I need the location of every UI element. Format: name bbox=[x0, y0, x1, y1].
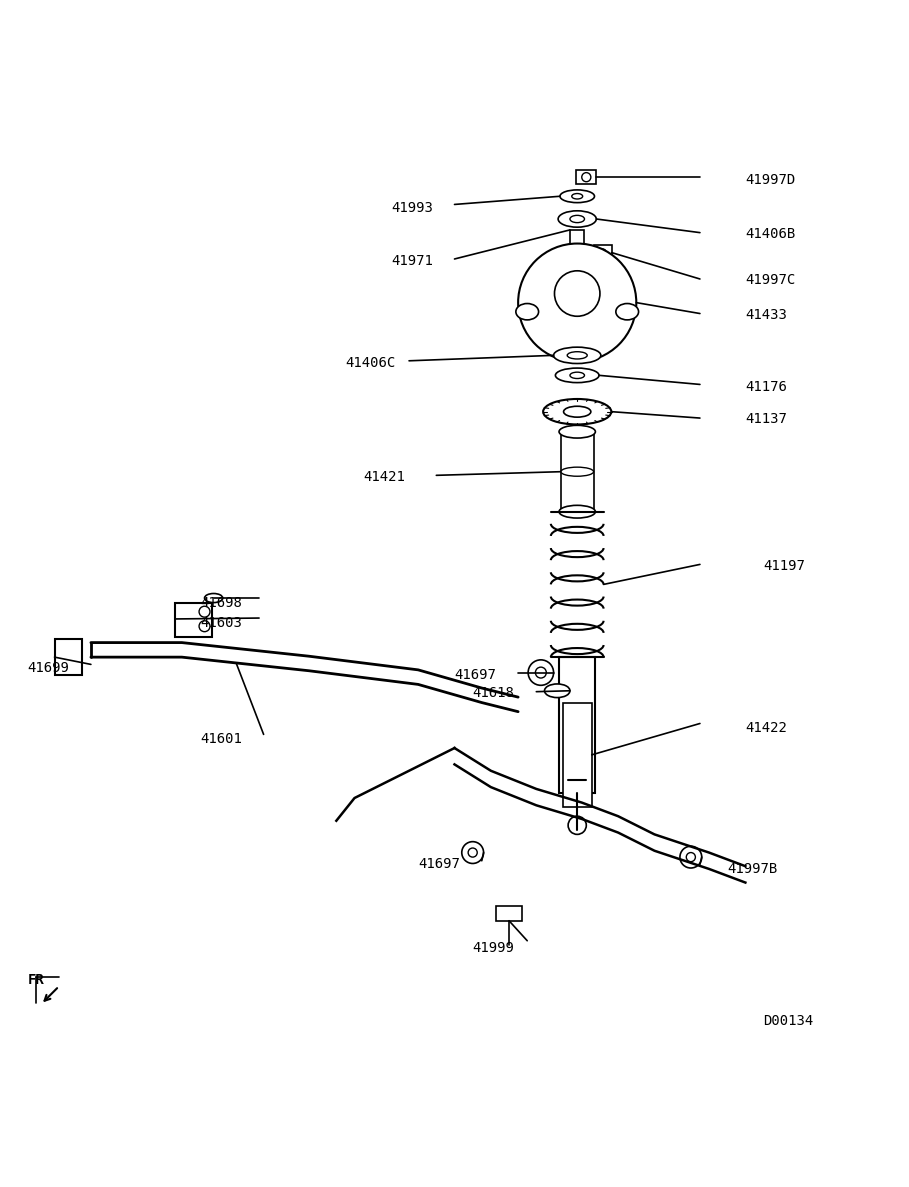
Ellipse shape bbox=[616, 304, 638, 319]
Bar bbox=[563, 703, 592, 807]
Ellipse shape bbox=[544, 399, 611, 425]
Ellipse shape bbox=[570, 373, 584, 379]
Text: 41197: 41197 bbox=[764, 559, 805, 573]
Ellipse shape bbox=[564, 406, 591, 417]
Bar bbox=[561, 432, 594, 512]
Circle shape bbox=[528, 660, 554, 685]
Text: 41698: 41698 bbox=[200, 596, 242, 610]
Circle shape bbox=[199, 621, 210, 631]
Ellipse shape bbox=[560, 190, 594, 203]
FancyBboxPatch shape bbox=[576, 170, 596, 184]
Bar bbox=[175, 603, 212, 637]
Bar bbox=[55, 639, 82, 675]
Text: 41699: 41699 bbox=[27, 661, 69, 675]
Text: 41999: 41999 bbox=[473, 941, 514, 956]
Text: 41618: 41618 bbox=[473, 686, 514, 700]
Ellipse shape bbox=[559, 506, 595, 518]
Bar bbox=[559, 658, 595, 793]
Text: 41997B: 41997B bbox=[727, 862, 777, 876]
Circle shape bbox=[199, 607, 210, 617]
Text: FR: FR bbox=[27, 973, 44, 986]
Text: 41406C: 41406C bbox=[345, 356, 395, 369]
Circle shape bbox=[680, 846, 702, 868]
Ellipse shape bbox=[561, 468, 594, 476]
Text: 41697: 41697 bbox=[418, 857, 460, 871]
Text: 41603: 41603 bbox=[200, 616, 242, 629]
Ellipse shape bbox=[205, 594, 223, 603]
Text: 41697: 41697 bbox=[454, 668, 496, 683]
Text: 41993: 41993 bbox=[391, 201, 433, 215]
Circle shape bbox=[468, 848, 477, 857]
Text: 41997C: 41997C bbox=[745, 273, 795, 287]
Circle shape bbox=[535, 667, 546, 678]
Circle shape bbox=[518, 243, 636, 362]
Ellipse shape bbox=[554, 347, 601, 363]
Circle shape bbox=[568, 817, 586, 834]
Text: 41137: 41137 bbox=[745, 412, 787, 426]
Text: 41971: 41971 bbox=[391, 254, 433, 268]
Text: 41433: 41433 bbox=[745, 309, 787, 323]
Ellipse shape bbox=[555, 368, 599, 382]
Ellipse shape bbox=[515, 304, 538, 319]
Text: 41176: 41176 bbox=[745, 380, 787, 394]
Text: 41997D: 41997D bbox=[745, 173, 795, 186]
Text: 41422: 41422 bbox=[745, 721, 787, 735]
FancyBboxPatch shape bbox=[594, 246, 612, 261]
Text: 41601: 41601 bbox=[200, 732, 242, 745]
Ellipse shape bbox=[544, 684, 570, 698]
Circle shape bbox=[462, 842, 484, 863]
Ellipse shape bbox=[559, 425, 595, 438]
Text: D00134: D00134 bbox=[764, 1014, 814, 1028]
Circle shape bbox=[554, 271, 600, 316]
Ellipse shape bbox=[567, 351, 587, 358]
Circle shape bbox=[599, 249, 606, 256]
Circle shape bbox=[582, 172, 591, 182]
Ellipse shape bbox=[558, 211, 596, 227]
Text: 41421: 41421 bbox=[364, 470, 405, 484]
Bar bbox=[570, 230, 584, 262]
Ellipse shape bbox=[570, 215, 584, 223]
Text: 41406B: 41406B bbox=[745, 227, 795, 241]
Ellipse shape bbox=[572, 193, 583, 199]
Circle shape bbox=[686, 852, 695, 862]
Bar bbox=[496, 906, 522, 921]
